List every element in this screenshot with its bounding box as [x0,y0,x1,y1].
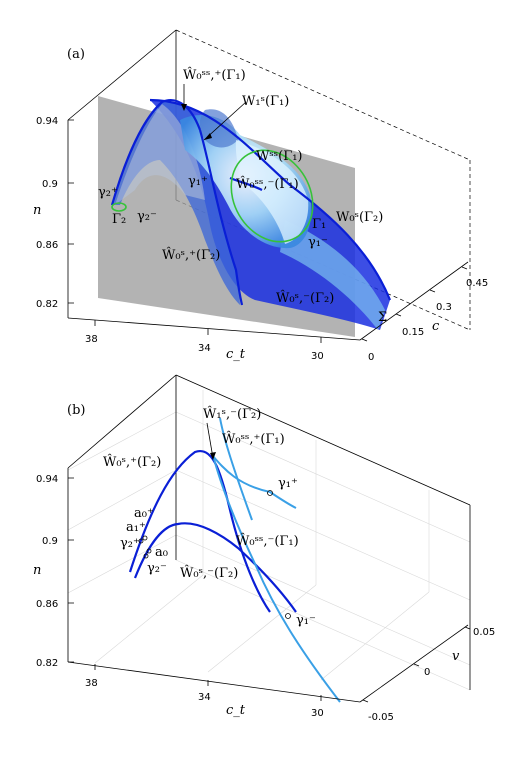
c-tick-label: 0.15 [402,327,424,338]
c-axis-a [359,261,469,341]
label-wss-g1: Wˢˢ(Γ₁) [256,149,303,164]
label-gamma2-plus-b: γ₂⁺ [120,536,140,551]
box-top-b [175,374,471,506]
sigma-label: Σ [378,310,387,325]
w0s-minus-g2-curve [133,522,297,613]
label-gamma1-minus-a: γ₁⁻ [308,235,328,250]
n-axis-label-a: n [33,203,41,218]
w1s-minus-g2-curve [219,417,253,521]
label-Gamma1: Γ₁ [312,217,326,232]
ct-tick-label: 34 [198,692,211,703]
panel-b: 0.94 0.9 0.86 0.82 38 34 30 0.05 0 -0.05… [33,374,495,723]
gamma1-orbit [230,149,314,243]
n-tick-label: 0.86 [36,599,58,610]
panel-b-label: (b) [67,403,85,418]
v-tick-label: 0.05 [473,627,495,638]
label-gamma2-minus-b: γ₂⁻ [147,561,167,576]
w0ss-plus-g1-curve [211,454,297,509]
box-top-dashed [175,29,471,161]
w0ss-minus-g1-curve [212,454,341,703]
n-tick-label: 0.86 [36,240,58,251]
markers-b [138,490,291,619]
n-tick-label: 0.82 [36,658,58,669]
box-top-left-edge [67,29,177,121]
label-gamma2-plus-a: γ₂⁺ [98,185,118,200]
c-tick-label: 0.3 [436,302,452,313]
label-w0ss-plus-g1: Ŵ₀ˢˢ,⁺(Γ₁) [183,67,246,83]
box-top-left-b [67,374,177,469]
ct-axis-b [67,661,361,703]
c-tick-label: 0.45 [466,278,488,289]
arrow-w1s [203,101,247,141]
v-axis-b [359,624,469,703]
panel-a: 0.94 0.9 0.86 0.82 38 34 30 0 0.15 0.3 0… [33,29,488,363]
label-gamma2-minus-a: γ₂⁻ [137,209,157,224]
ct-axis-label-b: c_t [226,703,246,718]
gamma2-orbit [111,202,127,212]
w0s-light-strip [280,220,385,330]
v-tick-label: -0.05 [368,712,394,723]
ct-ticks-a: 38 34 30 [85,320,324,362]
label-w0ss-plus-g1-b: Ŵ₀ˢˢ,⁺(Γ₁) [222,431,285,447]
label-w0s-plus-g2: Ŵ₀ˢ,⁺(Γ₂) [162,247,220,263]
ct-ticks-b: 38 34 30 [85,664,324,719]
c-axis-label-a: c [432,319,440,334]
label-Gamma2: Γ₂ [112,212,126,227]
panel-a-label: (a) [67,47,85,62]
label-w0s-g2: W₀ˢ(Γ₂) [336,210,383,225]
label-a0-plus: a₀⁺ [134,506,154,521]
label-w0s-plus-g2-b: Ŵ₀ˢ,⁺(Γ₂) [103,454,161,470]
ct-tick-label: 34 [198,343,211,354]
ct-tick-label: 30 [311,708,324,719]
label-w0ss-minus-g1-b: Ŵ₀ˢˢ,⁻(Γ₁) [236,533,299,549]
n-tick-label: 0.9 [42,536,58,547]
ct-tick-label: 38 [85,678,98,689]
label-w1s-minus-g2: Ŵ₁ˢ,⁻(Γ₂) [203,406,261,422]
label-w0s-minus-g2-b: Ŵ₀ˢ,⁻(Γ₂) [180,565,238,581]
label-gamma1-plus-a: γ₁⁺ [188,174,208,189]
n-ticks-b: 0.94 0.9 0.86 0.82 [36,474,74,669]
gamma2-plus-curve [110,99,202,206]
label-a1-plus: a₁⁺ [126,520,146,535]
n-ticks-a: 0.94 0.9 0.86 0.82 [36,116,74,310]
c-tick-label: 0 [368,352,374,363]
label-w1s-g1: W₁ˢ(Γ₁) [242,94,289,109]
v-ticks-b: 0.05 0 -0.05 [362,626,495,723]
v-axis-label-b: v [452,649,460,664]
ct-axis-label-a: c_t [226,347,246,362]
label-gamma1-minus-b: γ₁⁻ [296,613,316,628]
w0ss-minus-gamma1-surface [235,140,309,244]
label-gamma1-plus-b: γ₁⁺ [278,476,298,491]
w0s-plus-g2-curve [128,449,271,613]
label-a0: a₀ [155,545,168,560]
v-tick-label: 0 [424,667,430,678]
label-w0ss-minus-g1: Ŵ₀ˢˢ,⁻(Γ₁) [236,176,299,192]
c-ticks-a: 0 0.15 0.3 0.45 [361,266,488,363]
fold-curve [198,129,244,306]
ct-tick-label: 38 [85,334,98,345]
ct-tick-label: 30 [311,351,324,362]
w0s-top-edge [149,98,392,301]
n-tick-label: 0.94 [36,116,58,127]
ct-axis-a [67,317,361,341]
arrow-w1s-minus [206,422,214,459]
n-tick-label: 0.9 [42,179,58,190]
n-axis-label-b: n [33,563,41,578]
n-tick-label: 0.82 [36,299,58,310]
label-w0s-minus-g2: Ŵ₀ˢ,⁻(Γ₂) [276,290,334,306]
box-back-dashed [175,199,471,331]
n-tick-label: 0.94 [36,474,58,485]
